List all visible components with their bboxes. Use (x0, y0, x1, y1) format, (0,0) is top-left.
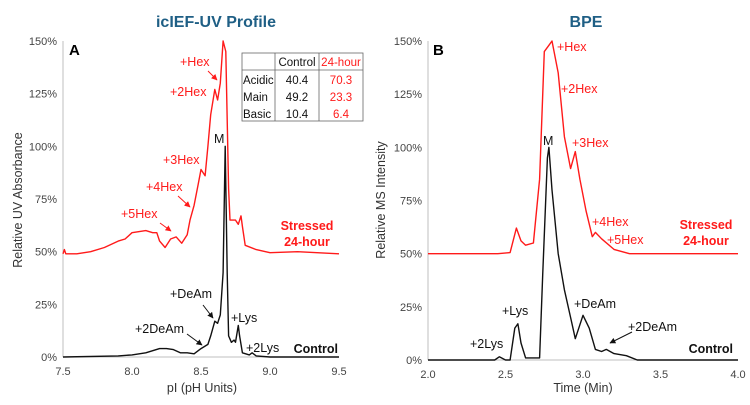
x-tick-label: 8.5 (193, 366, 208, 378)
y-tick-label: 0% (41, 352, 57, 364)
annotation-arrow (207, 70, 218, 81)
chart-title: BPE (570, 14, 603, 31)
annotation-main: M (214, 132, 224, 146)
x-tick-label: 2.0 (420, 369, 435, 381)
annotation-hex: +Hex (180, 55, 210, 69)
x-axis-label: Time (Min) (553, 381, 612, 395)
panel-b: BPE 0% 25% 50% 75% 100% 125% 150% 2.0 2.5 3.0 3.5 4… (374, 14, 746, 395)
y-tick-label: 50% (400, 249, 422, 261)
table-cell: 40.4 (286, 75, 309, 87)
annotation-lys: +Lys (231, 311, 257, 325)
x-tick-label: 4.0 (730, 369, 745, 381)
table-cell: 70.3 (330, 75, 352, 87)
annotation-arrow (159, 222, 172, 232)
annotation-2lys: +2Lys (246, 341, 279, 355)
x-tick-label: 2.5 (498, 369, 513, 381)
annotation-lys: +Lys (502, 304, 528, 318)
y-tick-label: 125% (29, 89, 57, 101)
annotation-deam: +DeAm (170, 287, 212, 301)
table-cell: 6.4 (333, 109, 350, 121)
annotation-2lys: +2Lys (470, 337, 503, 351)
series-stressed-line (62, 40, 340, 255)
y-tick-label: 25% (35, 299, 57, 311)
table-cell: 23.3 (330, 92, 352, 104)
table-header-24-hour: 24-hour (321, 57, 361, 69)
y-tick-label: 100% (29, 141, 57, 153)
table-cell: 49.2 (286, 92, 308, 104)
x-tick-label: 9.5 (331, 366, 346, 378)
panel-a: icIEF-UV Profile 0% 25% 50% 75% 100% 125% 150%… (11, 14, 364, 395)
annotation-5hex: +5Hex (121, 207, 158, 221)
annotation-arrow (609, 331, 633, 344)
series-stressed-line (428, 40, 738, 255)
table-header-control: Control (278, 57, 315, 69)
y-tick-label: 150% (29, 36, 57, 48)
legend-stressed-time: 24-hour (284, 235, 330, 249)
legend-control: Control (294, 342, 338, 356)
axes: 0% 25% 50% 75% 100% 125% 150% 7.5 8.0 8.5 9.0 9.5 (29, 36, 347, 378)
y-axis-label: Relative UV Absorbance (11, 132, 25, 268)
annotation-3hex: +3Hex (572, 136, 609, 150)
y-tick-label: 75% (35, 194, 57, 206)
x-axis-label: pI (pH Units) (167, 381, 237, 395)
x-tick-label: 9.0 (262, 366, 277, 378)
legend-control: Control (689, 342, 733, 356)
annotation-2hex: +2Hex (170, 85, 207, 99)
series-group (428, 40, 738, 361)
table-cell: 10.4 (286, 109, 309, 121)
y-tick-label: 100% (394, 142, 422, 154)
series-group (62, 40, 340, 358)
inset-table: Control 24-hour Acidic 40.4 70.3 Main 49… (241, 52, 364, 122)
y-tick-label: 150% (394, 36, 422, 48)
series-control-line (62, 145, 339, 358)
y-tick-label: 0% (406, 355, 422, 367)
annotation-arrow (202, 304, 214, 319)
annotation-3hex: +3Hex (163, 153, 200, 167)
y-tick-label: 25% (400, 302, 422, 314)
table-row-label: Main (243, 92, 268, 104)
annotation-arrow (186, 333, 203, 346)
annotation-2deam: +2DeAm (135, 322, 184, 336)
panel-label: B (433, 42, 444, 59)
annotation-main: M (543, 134, 553, 148)
annotation-4hex: +4Hex (146, 180, 183, 194)
annotation-2deam: +2DeAm (628, 320, 677, 334)
legend-stressed: Stressed (281, 219, 334, 233)
x-tick-label: 7.5 (55, 366, 70, 378)
x-tick-label: 3.0 (575, 369, 590, 381)
y-tick-label: 50% (35, 247, 57, 259)
annotation-4hex: +4Hex (592, 215, 629, 229)
panel-label: A (69, 42, 80, 59)
legend-stressed: Stressed (680, 218, 733, 232)
annotation-deam: +DeAm (574, 297, 616, 311)
annotation-5hex: +5Hex (607, 233, 644, 247)
annotation-arrow (177, 195, 191, 208)
chart-title: icIEF-UV Profile (156, 14, 276, 31)
x-tick-label: 3.5 (653, 369, 668, 381)
y-axis-label: Relative MS Intensity (374, 141, 388, 259)
y-tick-label: 75% (400, 196, 422, 208)
annotation-2hex: +2Hex (561, 82, 598, 96)
series-control-line (428, 146, 738, 361)
legend-stressed-time: 24-hour (683, 234, 729, 248)
y-tick-label: 125% (394, 89, 422, 101)
annotation-hex: +Hex (557, 40, 587, 54)
table-row-label: Acidic (243, 75, 274, 87)
x-tick-label: 8.0 (124, 366, 139, 378)
table-row-label: Basic (243, 109, 271, 121)
